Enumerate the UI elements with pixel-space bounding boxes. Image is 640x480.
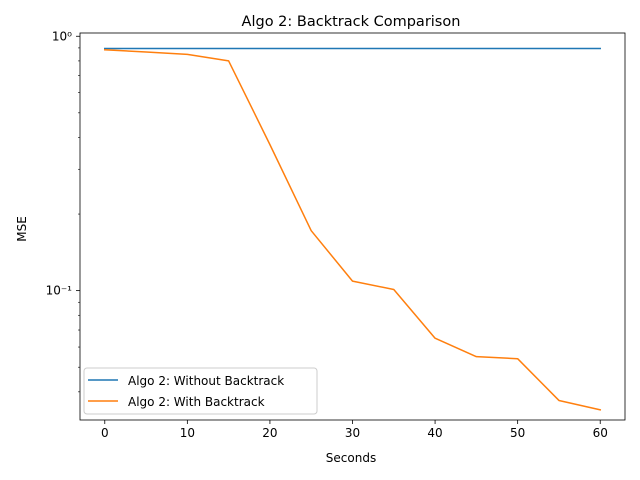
legend: Algo 2: Without Backtrack Algo 2: With B… — [83, 367, 318, 415]
y-tick-label: 10⁻¹ — [46, 284, 73, 298]
x-tick-label: 10 — [180, 426, 195, 440]
x-tick-label: 50 — [510, 426, 525, 440]
legend-frame — [83, 367, 318, 415]
plot-background — [80, 33, 625, 420]
axes-layer: 0 10 20 30 40 50 60 10⁻¹ 10⁰ — [46, 29, 608, 440]
legend-label-without-backtrack: Algo 2: Without Backtrack — [128, 374, 284, 388]
plot-frame — [79, 32, 626, 421]
y-tick-label: 10⁰ — [52, 29, 72, 43]
chart-title: Algo 2: Backtrack Comparison — [242, 14, 461, 30]
x-tick-label: 0 — [101, 426, 109, 440]
x-tick-label: 20 — [262, 426, 277, 440]
plot-area: 0 10 20 30 40 50 60 10⁻¹ 10⁰ — [46, 29, 626, 440]
x-axis-label: Seconds — [326, 451, 376, 465]
y-axis-label: MSE — [15, 216, 29, 242]
x-tick-label: 30 — [345, 426, 360, 440]
legend-label-with-backtrack: Algo 2: With Backtrack — [128, 395, 265, 409]
series-layer — [103, 47, 602, 411]
series-line-with-backtrack — [103, 48, 602, 411]
x-tick-label: 60 — [593, 426, 608, 440]
x-tick-label: 40 — [427, 426, 442, 440]
